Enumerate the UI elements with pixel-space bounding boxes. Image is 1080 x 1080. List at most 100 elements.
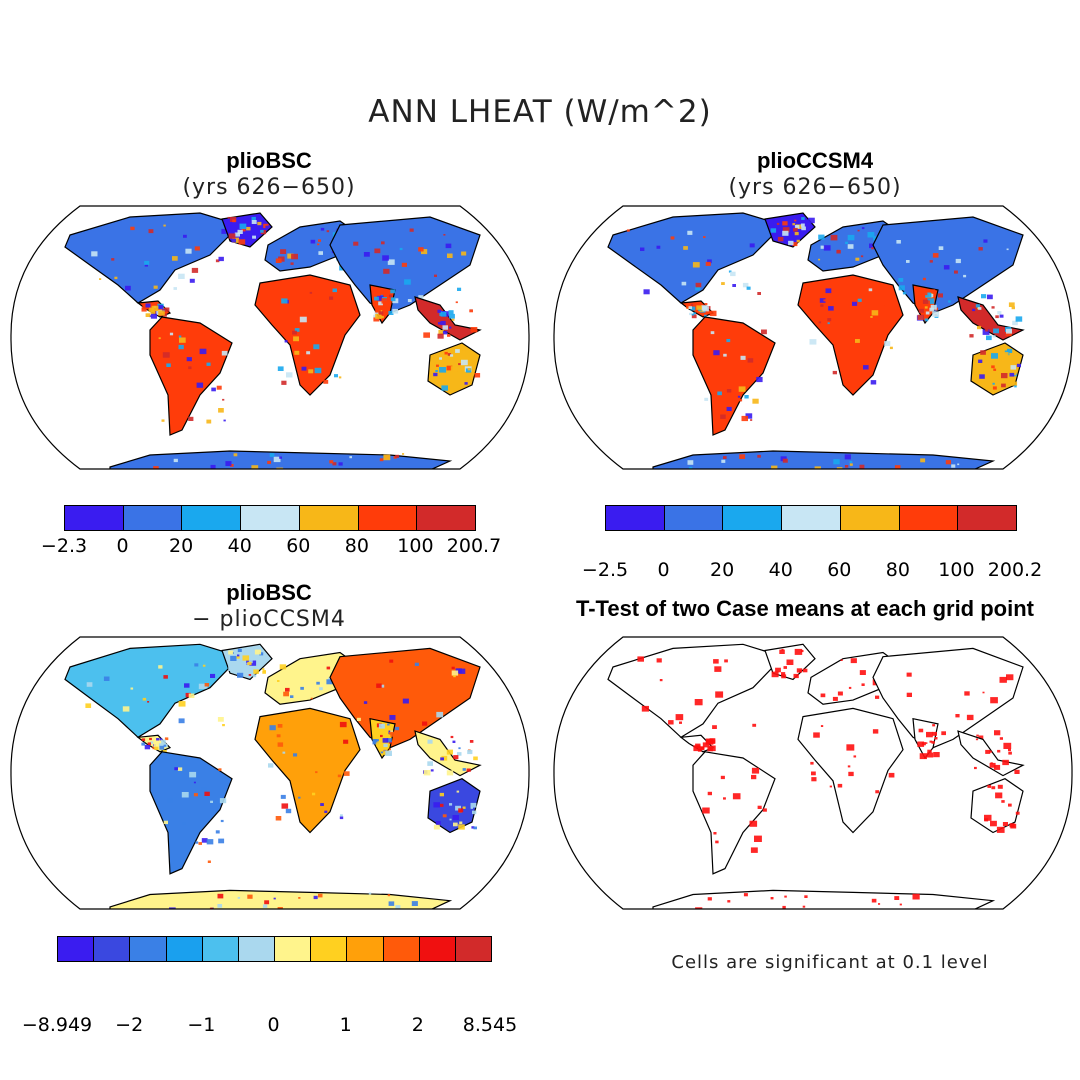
colorbar-swatch [123,506,183,530]
grid-cell [394,726,400,731]
grid-cell [150,313,157,319]
grid-cell [223,419,226,422]
landmass-africa [254,274,361,396]
grid-cell [857,229,860,232]
grid-cell [185,692,191,698]
significant-cell [802,905,806,908]
grid-cell [141,307,147,312]
grid-cell [269,725,276,731]
grid-cell [338,462,343,466]
grid-cell [326,666,331,670]
grid-cell [294,350,300,355]
grid-cell [392,308,399,314]
grid-cell [423,332,430,338]
grid-cell [992,386,997,390]
grid-cell [438,322,441,325]
grid-cell [376,711,383,717]
colorbar-tick-label: 8.545 [462,1014,518,1036]
grid-cell [230,464,234,467]
colorbar-top-left [64,505,476,531]
grid-cell [448,326,452,329]
grid-cell [411,901,418,906]
grid-cell [206,362,211,366]
grid-cell [169,332,174,336]
grid-cell [704,303,708,306]
grid-cell [820,245,825,249]
significant-cell [762,808,767,812]
significant-cell [990,697,998,704]
grid-cell [402,453,405,455]
colorbar-swatch [202,937,239,961]
grid-cell [220,819,224,823]
grid-cell [276,734,281,738]
panel-subtitle-bottom-left: − plioCCSM4 [192,607,346,632]
grid-cell [363,252,370,257]
grid-cell [730,271,736,277]
colorbar-swatch [65,506,124,530]
grid-cell [721,459,726,463]
grid-cell [787,237,791,241]
grid-cell [151,305,159,312]
grid-cell [340,814,343,817]
significant-cell [975,738,979,741]
grid-cell [379,311,384,315]
grid-cell [470,802,477,808]
significant-cell [1002,759,1009,766]
grid-cell [257,221,262,226]
grid-cell [469,309,473,313]
significant-cell [707,897,712,901]
grid-cell [178,701,186,707]
grid-cell [179,337,186,343]
significant-cell [861,683,865,686]
grid-cell [382,738,389,743]
grid-cell [281,380,287,385]
significant-cell [659,679,663,682]
grid-cell [238,239,246,245]
grid-cell [390,731,397,737]
significant-cell [1001,800,1005,803]
significant-cell [837,691,843,696]
grid-cell [251,216,256,221]
grid-cell [948,300,951,303]
grid-cell [938,246,944,250]
grid-cell [375,308,381,313]
significant-cell [1008,751,1012,755]
colorbar-tick-label: 2 [411,1014,424,1036]
significant-cell [906,672,912,677]
colorbar-swatch [182,506,242,530]
grid-cell [473,756,478,761]
grid-cell [293,753,298,757]
grid-cell [1015,316,1023,322]
grid-cell [269,453,275,457]
landmass-samerica [692,316,776,436]
grid-cell [447,334,451,337]
grid-cell [183,234,187,238]
significant-cell [932,724,936,727]
grid-cell [860,255,864,258]
grid-cell [304,665,310,670]
grid-cell [349,456,352,459]
grid-cell [309,291,313,294]
landmass-australia [427,778,481,834]
grid-cell [319,687,323,691]
significant-cell [933,752,940,758]
grid-cell [930,289,936,293]
grid-cell [445,243,452,249]
grid-cell [823,245,831,251]
grid-cell [693,312,696,315]
landmass-samerica [692,751,776,875]
grid-cell [643,289,650,295]
grid-cell [153,466,159,469]
grid-cell [452,740,456,743]
significant-cell [829,785,832,788]
grid-cell [390,730,394,733]
significant-cell [990,762,993,765]
grid-cell [451,318,455,321]
colorbar-tick-label: 0 [116,535,129,557]
colorbar-ticks-top-left: −2.3 0 20 40 60 80 100 200.7 [41,535,501,559]
significant-cell [750,847,758,853]
grid-cell [430,769,434,772]
grid-cell [388,901,395,906]
grid-cell [221,228,228,234]
significant-cell [779,649,785,654]
